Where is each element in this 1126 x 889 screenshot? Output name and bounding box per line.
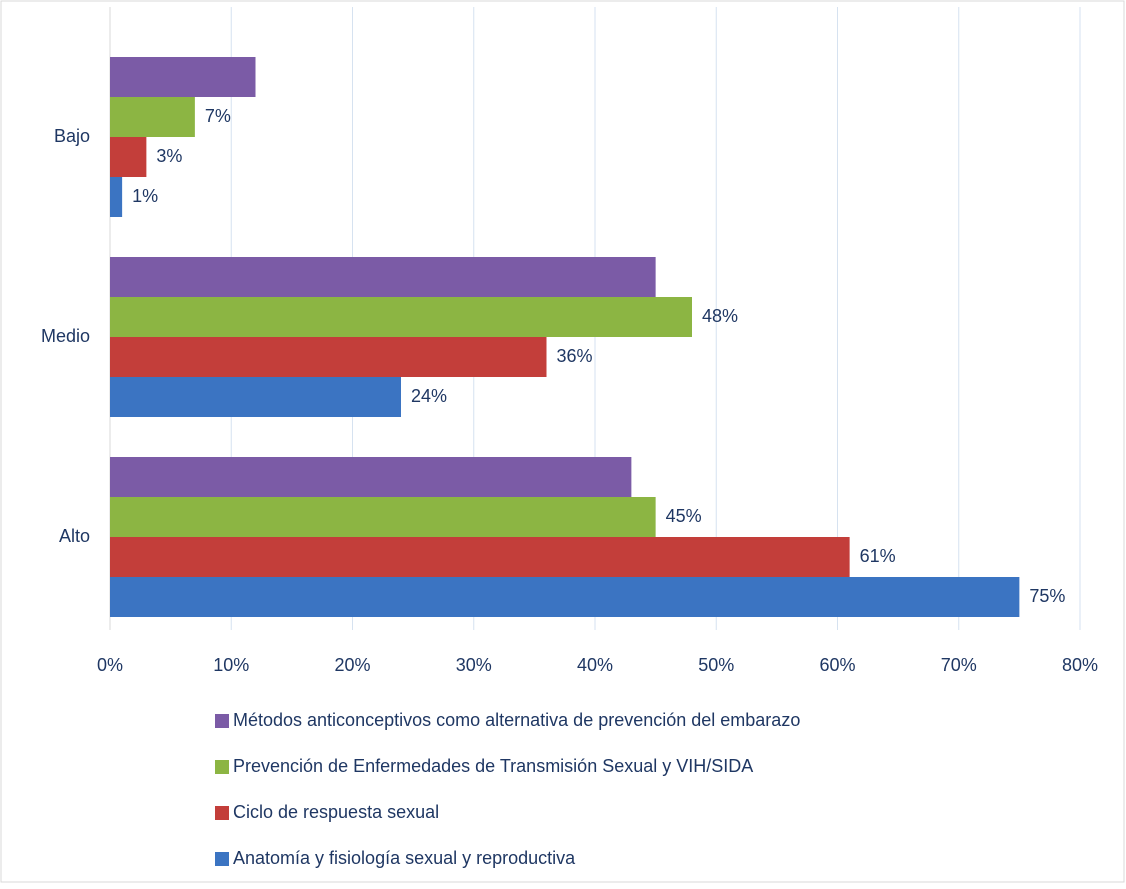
legend-label: Anatomía y fisiología sexual y reproduct…	[233, 848, 576, 868]
data-label: 61%	[860, 546, 896, 566]
data-label: 48%	[702, 306, 738, 326]
bar	[110, 337, 547, 377]
legend-label: Prevención de Enfermedades de Transmisió…	[233, 756, 753, 776]
x-tick-label: 50%	[698, 655, 734, 675]
bar	[110, 177, 123, 217]
x-tick-label: 0%	[97, 655, 123, 675]
x-tick-label: 70%	[941, 655, 977, 675]
y-tick-label: Medio	[41, 326, 90, 346]
legend-swatch	[215, 760, 229, 774]
x-tick-label: 80%	[1062, 655, 1098, 675]
legend-swatch	[215, 714, 229, 728]
legend-label: Métodos anticonceptivos como alternativa…	[233, 710, 800, 730]
data-label: 7%	[205, 106, 231, 126]
x-tick-label: 20%	[334, 655, 370, 675]
legend-label: Ciclo de respuesta sexual	[233, 802, 439, 822]
x-tick-label: 60%	[819, 655, 855, 675]
bar	[110, 257, 656, 297]
bar	[110, 577, 1020, 617]
bar	[110, 137, 147, 177]
bar	[110, 497, 656, 537]
x-tick-label: 30%	[456, 655, 492, 675]
data-label: 24%	[411, 386, 447, 406]
y-tick-label: Bajo	[54, 126, 90, 146]
bar	[110, 377, 401, 417]
bar	[110, 457, 632, 497]
y-tick-label: Alto	[59, 526, 90, 546]
data-label: 36%	[557, 346, 593, 366]
legend-swatch	[215, 806, 229, 820]
bar	[110, 537, 850, 577]
data-label: 45%	[666, 506, 702, 526]
legend-swatch	[215, 852, 229, 866]
data-label: 3%	[156, 146, 182, 166]
bar	[110, 97, 195, 137]
x-tick-label: 40%	[577, 655, 613, 675]
data-label: 1%	[132, 186, 158, 206]
x-tick-label: 10%	[213, 655, 249, 675]
bar	[110, 57, 256, 97]
data-label: 75%	[1029, 586, 1065, 606]
bar	[110, 297, 692, 337]
